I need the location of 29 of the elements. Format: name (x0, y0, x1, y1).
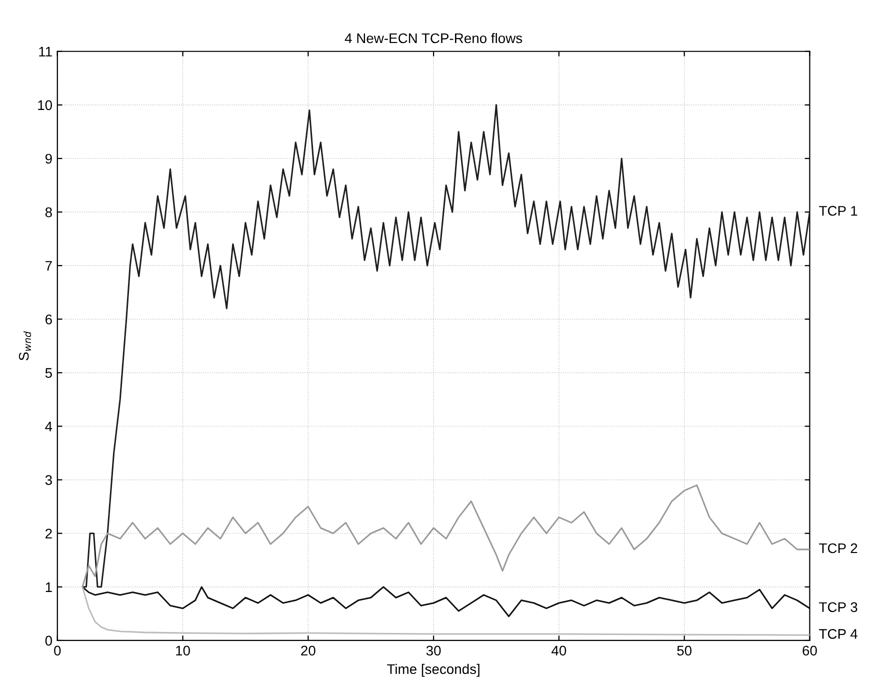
line-series (82, 484, 810, 588)
x-axis-title: Time [seconds] (387, 664, 480, 677)
line-series (82, 586, 810, 618)
x-tick-label: 20 (301, 646, 316, 656)
line-series (82, 104, 810, 588)
series-label: TCP 2 (819, 543, 858, 554)
series-label: TCP 1 (819, 206, 858, 216)
y-tick-label: 6 (46, 314, 52, 324)
series-label: TCP 3 (819, 602, 858, 612)
y-tick-label: 2 (46, 528, 52, 538)
y-tick-label: 10 (38, 100, 52, 110)
x-tick-label: 50 (677, 646, 692, 656)
y-tick-label: 7 (46, 261, 52, 271)
y-tick-label: 5 (45, 368, 52, 378)
y-tick-label: 3 (45, 475, 52, 485)
x-tick-label: 40 (552, 646, 566, 656)
x-tick-label: 10 (176, 646, 190, 656)
y-axis-title: S$_{wnd}$ (18, 331, 32, 360)
y-tick-label: 8 (45, 207, 52, 218)
x-tick-label: 30 (426, 646, 441, 656)
y-tick-label: 0 (45, 636, 52, 646)
y-tick-label: 11 (39, 46, 52, 56)
series-label: TCP 4 (819, 629, 858, 639)
chart-title: 4 New-ECN TCP-Reno flows (344, 32, 522, 44)
y-tick-label: 9 (45, 154, 52, 164)
x-tick-label: 60 (802, 646, 817, 656)
y-tick-label: 1 (46, 582, 52, 592)
x-tick-label: 0 (54, 646, 61, 656)
y-tick-label: 4 (45, 422, 52, 432)
